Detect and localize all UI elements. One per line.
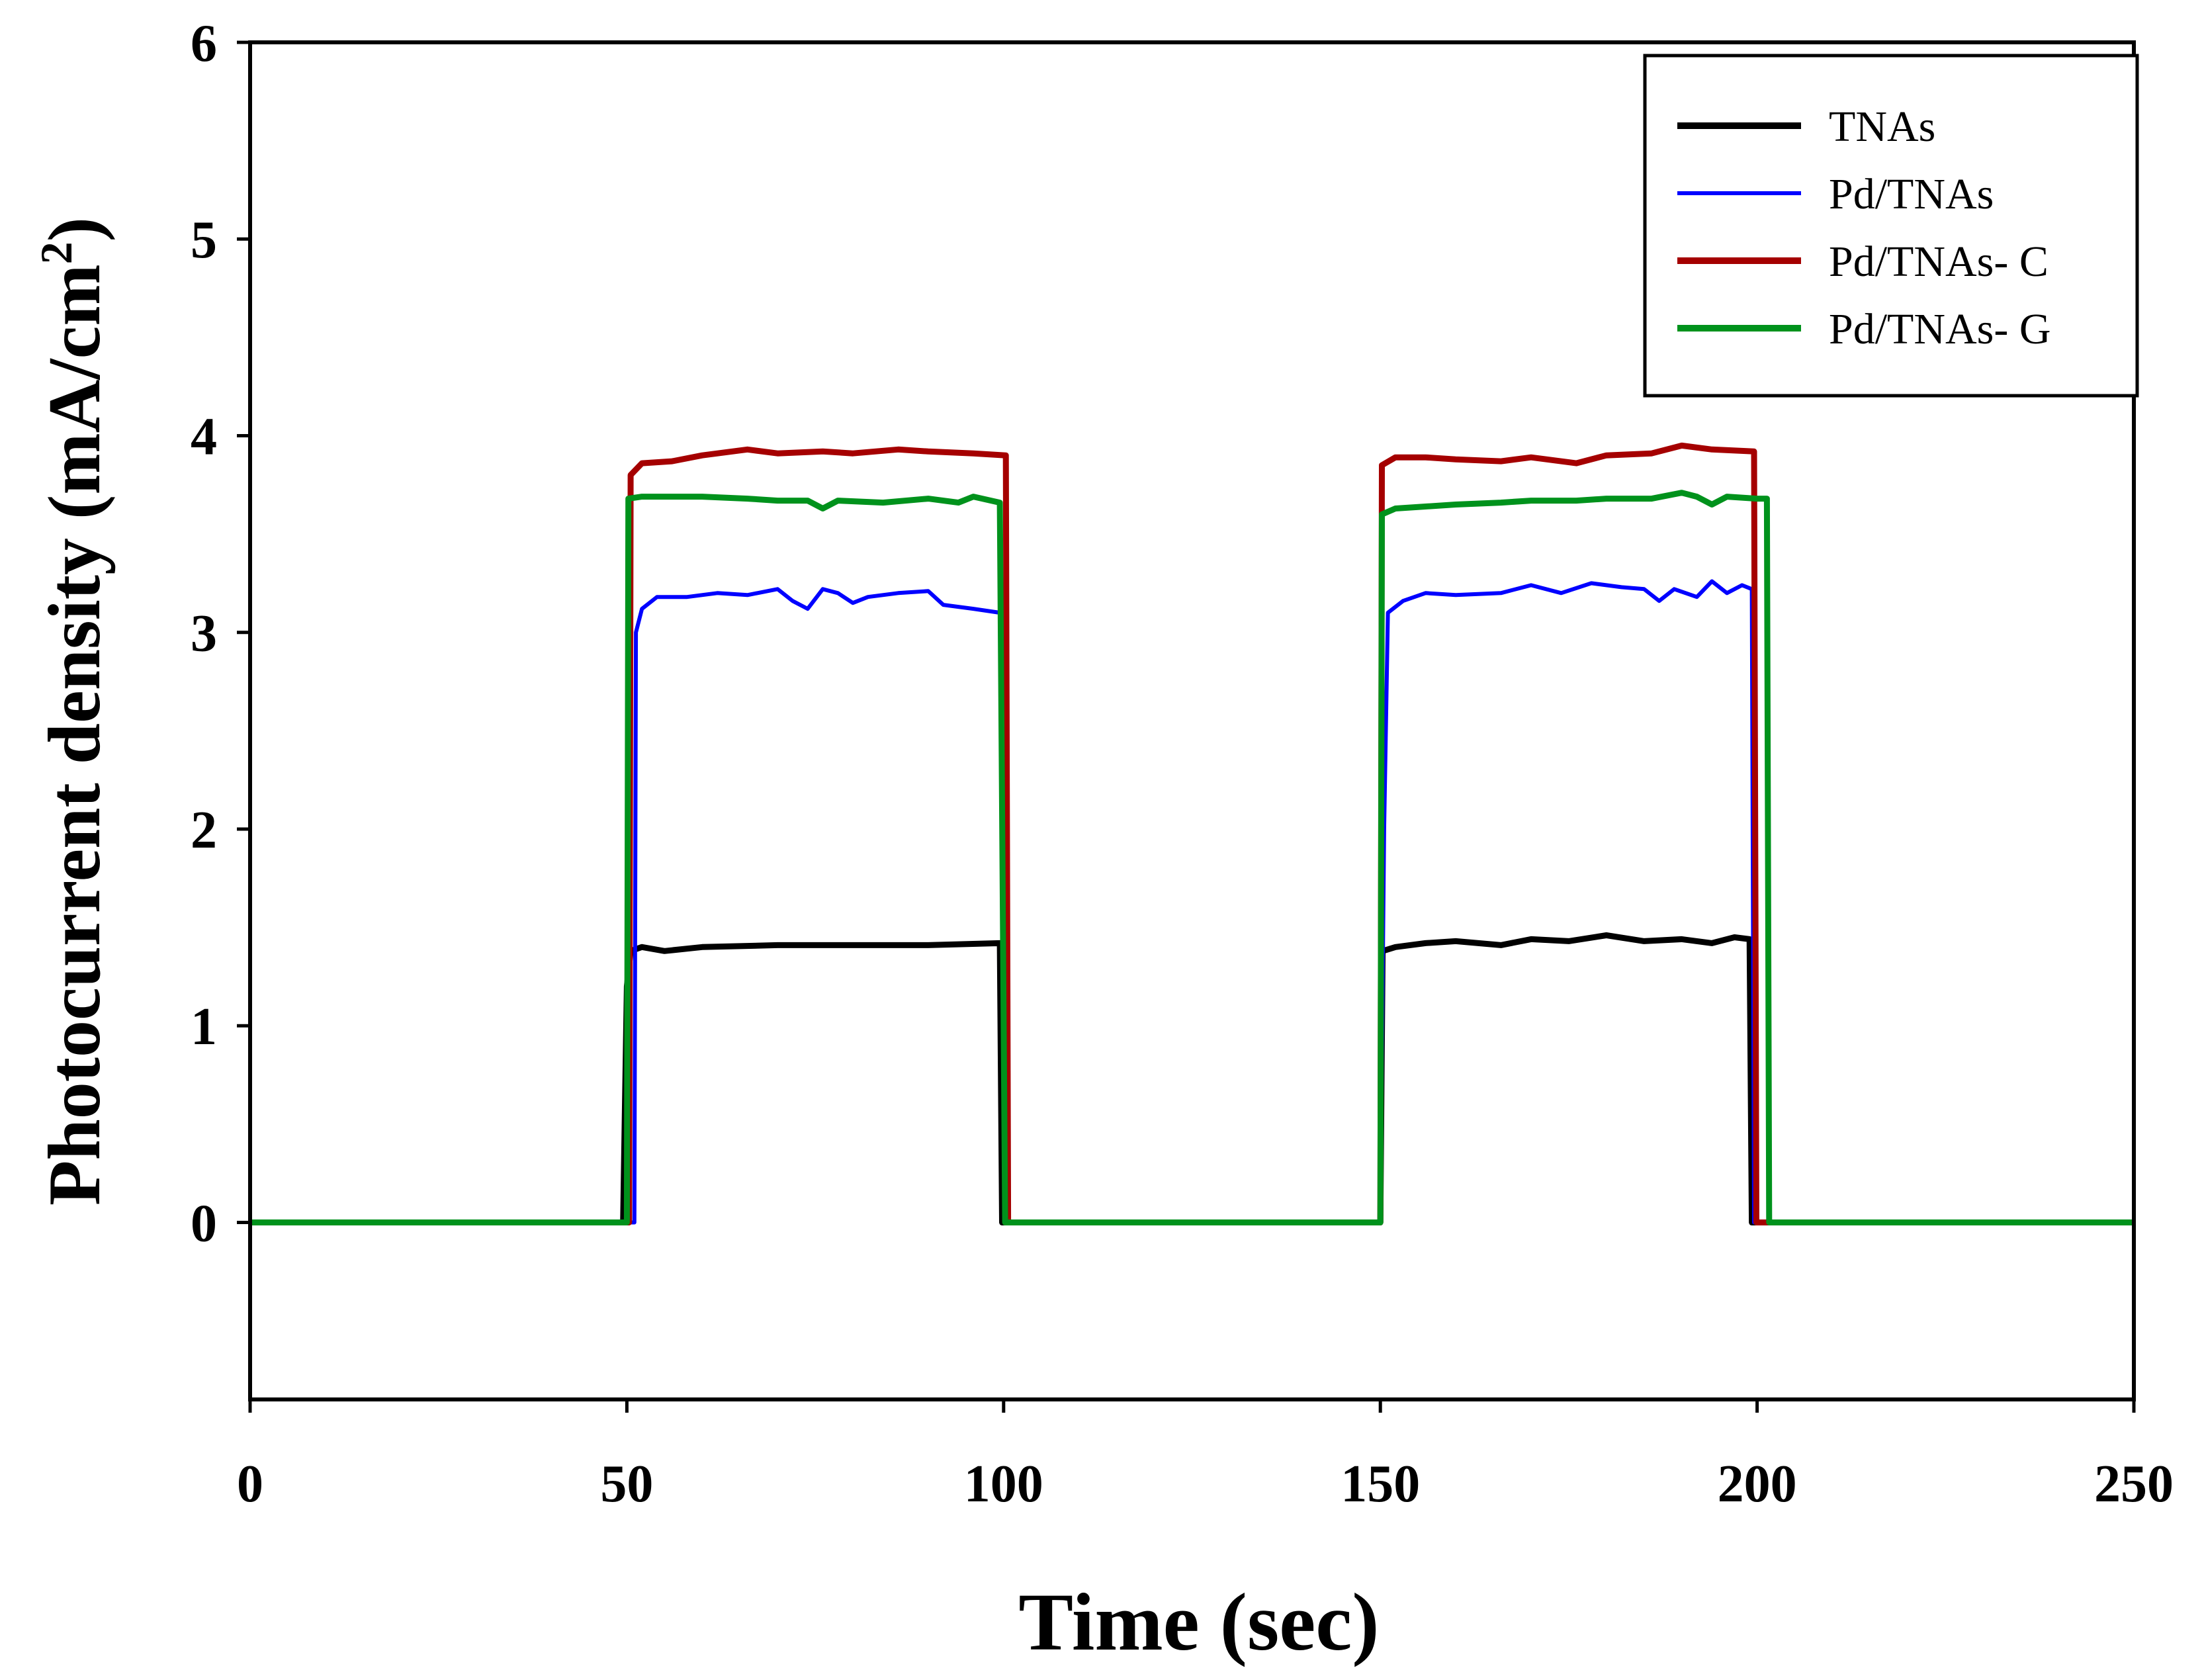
x-tick-label-50: 50 [600, 1455, 653, 1513]
legend-box [1643, 54, 2139, 398]
y-tick-label-3: 3 [191, 605, 217, 663]
x-tick-label-0: 0 [237, 1455, 263, 1513]
y-tick-label-2: 2 [191, 801, 217, 860]
y-axis-title-close: ) [34, 217, 116, 242]
x-axis-title: Time (sec) [1018, 1577, 1379, 1667]
x-tick-label-100: 100 [964, 1455, 1043, 1513]
y-tick-label-6: 6 [191, 15, 217, 73]
y-axis-title: Photocurrent density (mA/cm2) [31, 217, 116, 1206]
x-tick-label-250: 250 [2094, 1455, 2174, 1513]
legend-label-pd-tnas: Pd/TNAs [1829, 170, 1994, 218]
legend-label-tnas: TNAs [1829, 103, 1935, 151]
x-tick-label-150: 150 [1341, 1455, 1420, 1513]
series-line-tnas [250, 932, 2134, 1225]
series-line-pd-tnas [250, 579, 2134, 1225]
y-tick-label-0: 0 [191, 1194, 217, 1253]
y-axis-title-main: Photocurrent density (mA/cm [34, 264, 116, 1206]
y-tick-label-5: 5 [191, 211, 217, 269]
series-line-pd-tnas-c [250, 442, 2134, 1225]
plot-area-frame [248, 40, 2136, 1401]
y-axis: 0 1 2 3 4 5 6 [191, 15, 250, 1253]
legend: TNAs Pd/TNAs Pd/TNAs- C Pd/TNAs- G [1643, 54, 2139, 398]
series-line-pd-tnas-g [250, 490, 2134, 1225]
series-layer [250, 442, 2134, 1225]
legend-label-pd-tnas-g: Pd/TNAs- G [1829, 305, 2051, 353]
legend-label-pd-tnas-c: Pd/TNAs- C [1829, 238, 2049, 286]
x-tick-label-200: 200 [1718, 1455, 1797, 1513]
x-axis: 0 50 100 150 200 250 [237, 1399, 2174, 1513]
y-tick-label-1: 1 [191, 998, 217, 1056]
y-tick-label-4: 4 [191, 408, 217, 466]
y-axis-title-superscript: 2 [31, 242, 81, 264]
